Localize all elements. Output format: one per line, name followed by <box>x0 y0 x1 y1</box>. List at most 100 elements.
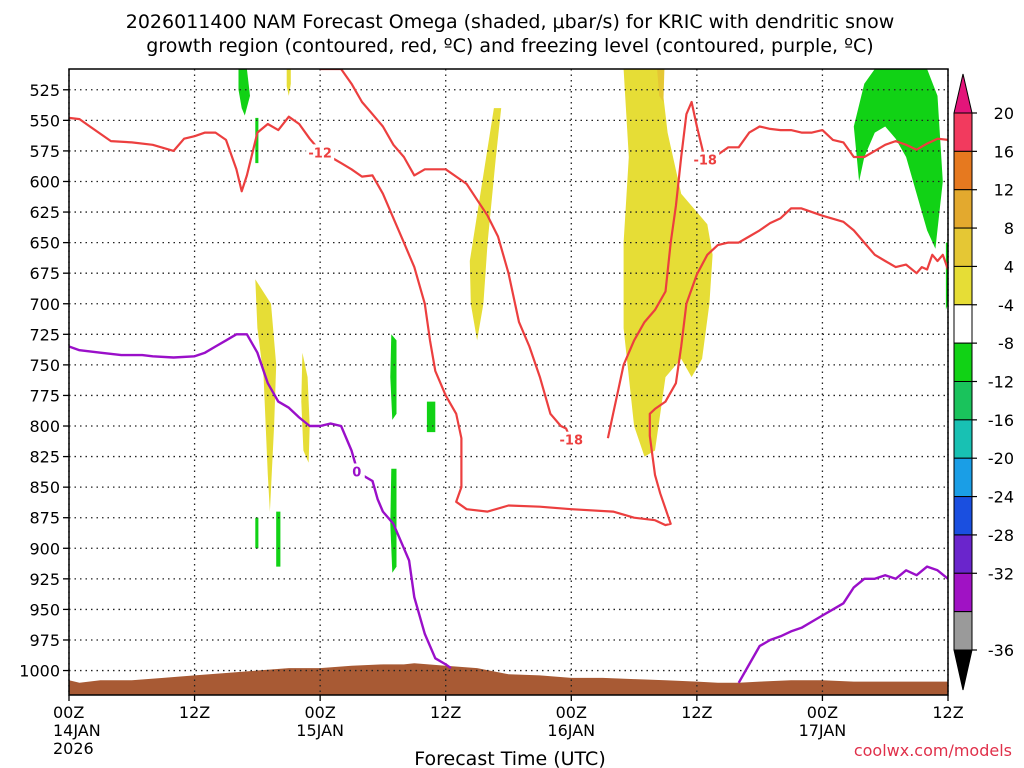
colorbar-label-7: -12 <box>988 373 1014 392</box>
colorbar-bin-6 <box>953 342 973 382</box>
colorbar-bin-4 <box>953 265 973 306</box>
grid-lines <box>68 69 949 695</box>
x-tick-time-0: 00Z <box>53 703 84 722</box>
omega-region-12 <box>255 517 259 549</box>
colorbar-legend: 20 16 12 8 4 -4 -8 -12 -16 -20 -24 -28 -32 -36 <box>953 73 1014 691</box>
y-tick-label-775: 775 <box>29 386 60 405</box>
credit-text: coolwx.com/models <box>854 741 1012 760</box>
freezing-level-line <box>69 333 452 670</box>
y-tick-label-625: 625 <box>29 203 60 222</box>
colorbar-bin-2 <box>953 189 973 229</box>
colorbar-label-10: -24 <box>988 488 1014 507</box>
x-tick-date-0: 14JAN <box>53 721 101 740</box>
colorbar-label-4: 4 <box>1004 257 1014 276</box>
plot-area <box>69 69 948 695</box>
y-tick-label-925: 925 <box>29 570 60 589</box>
y-tick-label-1000: 1000 <box>19 662 60 681</box>
omega-region-2 <box>255 279 277 512</box>
omega-region-11 <box>390 468 397 573</box>
y-tick-label-675: 675 <box>29 264 60 283</box>
colorbar-bin-1 <box>953 150 973 191</box>
colorbar-label-9: -20 <box>988 449 1014 468</box>
colorbar-label-11: -28 <box>988 526 1014 545</box>
x-tick-time-1: 12Z <box>179 703 210 722</box>
freezing-level-label: 0 <box>352 465 361 480</box>
x-tick-time-2: 00Z <box>304 703 335 722</box>
y-tick-label-525: 525 <box>29 81 60 100</box>
colorbar-label-8: -16 <box>988 411 1014 430</box>
dgz-contour-1 <box>320 69 573 442</box>
x-tick-year-0: 2026 <box>53 739 94 758</box>
y-tick-label-975: 975 <box>29 631 60 650</box>
colorbar-bin-3 <box>953 227 973 267</box>
freezing-label-bg <box>348 463 365 480</box>
contour-layer <box>69 69 948 684</box>
colorbar-label-1: 16 <box>994 142 1014 161</box>
omega-shading <box>238 69 948 573</box>
colorbar-label-5: -4 <box>998 296 1014 315</box>
y-axis-pressure: 525 550 575 600 625 650 675 700 725 750 775 800 825 8… <box>19 81 69 681</box>
colorbar-bin-10 <box>953 496 973 536</box>
x-tick-time-6: 00Z <box>807 703 838 722</box>
y-tick-label-550: 550 <box>29 111 60 130</box>
omega-region-13 <box>276 511 281 567</box>
colorbar-label-2: 12 <box>994 181 1014 200</box>
colorbar-bin-0 <box>953 112 973 152</box>
omega-region-8 <box>255 117 259 164</box>
colorbar-bin-5 <box>953 304 973 344</box>
colorbar-bin-9 <box>953 457 973 498</box>
plot-frame: -12 -18 -18 0 <box>68 68 949 696</box>
dgz-label-1: -18 <box>560 434 584 449</box>
plot-border <box>68 68 949 696</box>
y-tick-label-725: 725 <box>29 325 60 344</box>
omega-region-6 <box>657 69 665 102</box>
x-tick-date-4: 16JAN <box>547 721 595 740</box>
y-tick-label-750: 750 <box>29 356 60 375</box>
colorbar-bin-8 <box>953 419 973 459</box>
x-tick-date-2: 15JAN <box>296 721 344 740</box>
x-tick-time-3: 12Z <box>430 703 461 722</box>
y-tick-label-600: 600 <box>29 172 60 191</box>
omega-region-9 <box>390 334 397 420</box>
colorbar-bin-11 <box>953 534 973 574</box>
x-tick-date-6: 17JAN <box>799 721 847 740</box>
dgz-contour-3 <box>717 125 948 159</box>
dgz-label-bg-2 <box>691 151 720 168</box>
y-tick-label-825: 825 <box>29 448 60 467</box>
chart-title-line1: 2026011400 NAM Forecast Omega (shaded, μ… <box>126 11 895 33</box>
y-tick-label-875: 875 <box>29 509 60 528</box>
dgz-label-bg-0 <box>306 144 335 161</box>
omega-region-4 <box>469 108 502 341</box>
dgz-label-bg-1 <box>557 431 586 448</box>
dgz-label-0: -12 <box>308 146 332 161</box>
x-tick-time-5: 12Z <box>681 703 712 722</box>
terrain-layer <box>69 663 948 695</box>
x-tick-time-7: 12Z <box>932 703 963 722</box>
y-tick-label-900: 900 <box>29 539 60 558</box>
omega-region-7 <box>853 69 943 249</box>
y-tick-label-700: 700 <box>29 295 60 314</box>
colorbar-bin-7 <box>953 381 973 421</box>
dgz-contour-2 <box>606 100 707 439</box>
freezing-level-line-2 <box>737 565 948 684</box>
colorbar-label-0: 20 <box>994 104 1014 123</box>
colorbar-bin-13 <box>953 611 973 651</box>
y-tick-label-575: 575 <box>29 142 60 161</box>
colorbar-bottom-arrow <box>953 649 973 691</box>
y-tick-label-650: 650 <box>29 234 60 253</box>
colorbar-label-12: -32 <box>988 564 1014 583</box>
colorbar-label-13: -36 <box>988 641 1014 660</box>
colorbar-label-3: 8 <box>1004 219 1014 238</box>
y-tick-label-850: 850 <box>29 478 60 497</box>
dgz-contour-0 <box>69 115 948 527</box>
y-tick-label-800: 800 <box>29 417 60 436</box>
y-tick-label-950: 950 <box>29 600 60 619</box>
terrain-fill <box>69 663 948 695</box>
colorbar-label-6: -8 <box>998 334 1014 353</box>
omega-region-3 <box>301 352 310 463</box>
omega-region-0 <box>238 69 250 116</box>
dgz-label-2: -18 <box>693 154 717 169</box>
colorbar-bin-12 <box>953 572 973 613</box>
